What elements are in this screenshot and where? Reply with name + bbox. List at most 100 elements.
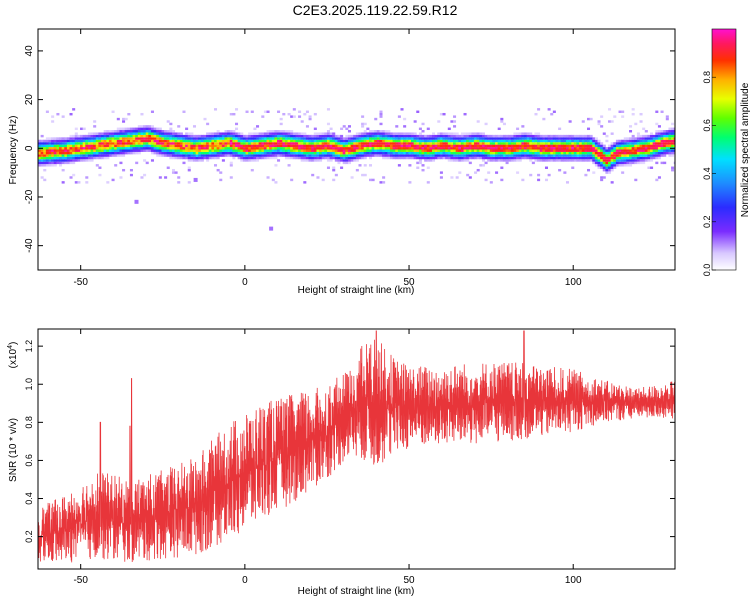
spectrogram-cell — [592, 149, 596, 152]
spectrogram-cell — [589, 117, 593, 121]
spectrogram-cell — [185, 132, 189, 135]
spectrogram-cell — [274, 139, 278, 143]
spectrogram-cell — [463, 112, 467, 116]
spectrogram-cell — [384, 130, 388, 133]
spectrogram-cell — [235, 139, 239, 143]
spectrogram-cell — [610, 168, 614, 172]
spectrogram-cell — [544, 137, 548, 140]
spectrogram-cell — [72, 156, 76, 160]
spectrogram-cell — [610, 147, 614, 150]
spectrogram-cell — [489, 139, 493, 143]
spectrogram-cell — [439, 151, 443, 155]
spectrogram-cell — [61, 156, 65, 160]
spectrogram-cell — [282, 137, 286, 140]
spectrogram-cell — [463, 151, 467, 155]
spectrogram-cell — [657, 139, 661, 143]
spectrogram-cell — [74, 149, 78, 152]
spectrogram-cell — [581, 142, 585, 145]
spectrogram-cell — [235, 122, 239, 126]
spectrogram-cell — [589, 139, 593, 143]
spectrogram-cell — [303, 159, 307, 162]
spectrogram-cell — [111, 151, 115, 155]
spectrogram-cell — [279, 147, 283, 150]
spectrogram-cell — [644, 134, 648, 138]
spectrogram-cell — [458, 139, 462, 143]
spectrogram-cell — [129, 139, 133, 143]
spectrogram-cell — [636, 134, 640, 138]
spectrogram-cell — [450, 159, 454, 162]
spectrogram-cell — [158, 132, 162, 135]
spectrogram-cell — [74, 137, 78, 140]
spectrogram-cell — [279, 117, 283, 121]
spectrogram-cell — [471, 139, 475, 143]
spectrogram-cell — [534, 112, 538, 116]
spectrogram-cell — [597, 120, 601, 123]
spectrogram-cell — [555, 154, 559, 157]
spectrogram-cell — [164, 142, 168, 145]
spectrogram-cell — [447, 151, 451, 155]
spectrogram-cell — [613, 147, 617, 150]
spectrogram-cell — [290, 156, 294, 160]
spectrogram-cell — [355, 168, 359, 172]
spectrogram-cell — [513, 149, 517, 152]
spectrogram-cell — [455, 154, 459, 157]
spectrogram-cell — [56, 139, 60, 143]
spectrogram-cell — [282, 144, 286, 148]
spectrogram-cell — [358, 149, 362, 152]
spectrogram-cell — [143, 125, 147, 128]
spectrogram-cell — [53, 161, 57, 165]
spectrogram-cell — [85, 142, 89, 145]
spectrogram-cell — [474, 134, 478, 138]
spectrogram-cell — [358, 139, 362, 143]
spectrogram-cell — [634, 151, 638, 155]
spectrogram-cell — [468, 176, 472, 179]
spectrogram-cell — [77, 181, 81, 184]
spectrogram-cell — [650, 166, 654, 169]
spectrogram-cell — [169, 149, 173, 152]
spectrogram-cell — [589, 144, 593, 148]
spectrogram-cell — [552, 110, 556, 113]
spectrogram-cell — [298, 154, 302, 157]
spectrogram-cell — [403, 149, 407, 152]
spectrogram-cell — [347, 142, 351, 145]
spectrogram-cell — [116, 130, 120, 133]
spectrogram-cell — [45, 147, 49, 150]
spectrogram-cell — [579, 137, 583, 140]
spectrogram-cell — [453, 147, 457, 150]
spectrogram-cell — [576, 137, 580, 140]
spectrogram-cell — [48, 149, 52, 152]
spectrogram-cell — [347, 139, 351, 143]
spectrogram-cell — [287, 154, 291, 157]
spectrogram-cell — [48, 156, 52, 160]
spectrogram-y-tick-label: 40 — [24, 45, 35, 57]
spectrogram-cell — [290, 178, 294, 182]
spectrogram-cell — [597, 166, 601, 169]
spectrogram-cell — [450, 176, 454, 179]
spectrogram-cell — [565, 147, 570, 150]
spectrogram-cell — [492, 142, 496, 145]
spectrogram-cell — [258, 132, 262, 135]
spectrogram-cell — [137, 142, 141, 145]
spectrogram-cell — [539, 151, 543, 155]
spectrogram-cell — [263, 142, 267, 145]
spectrogram-cell — [229, 142, 233, 145]
spectrogram-cell — [51, 161, 55, 165]
spectrogram-cell — [182, 149, 186, 152]
spectrogram-cell — [508, 139, 512, 143]
spectrogram-cell — [124, 149, 128, 152]
spectrogram-cell — [502, 149, 506, 152]
spectrogram-cell — [347, 159, 351, 162]
spectrogram-cell — [279, 149, 283, 152]
spectrogram-cell — [542, 151, 546, 155]
spectrogram-cell — [629, 164, 633, 167]
spectrogram-cell — [471, 156, 475, 160]
spectrogram-cell — [361, 134, 365, 138]
spectrogram-cell — [166, 134, 170, 138]
spectrogram-cell — [663, 142, 667, 145]
spectrogram-cell — [413, 120, 417, 123]
spectrogram-cell — [158, 149, 162, 152]
spectrogram-cell — [513, 142, 517, 145]
spectrogram-cell — [403, 154, 407, 157]
spectrogram-cell — [282, 130, 286, 133]
spectrogram-cell — [479, 151, 483, 155]
